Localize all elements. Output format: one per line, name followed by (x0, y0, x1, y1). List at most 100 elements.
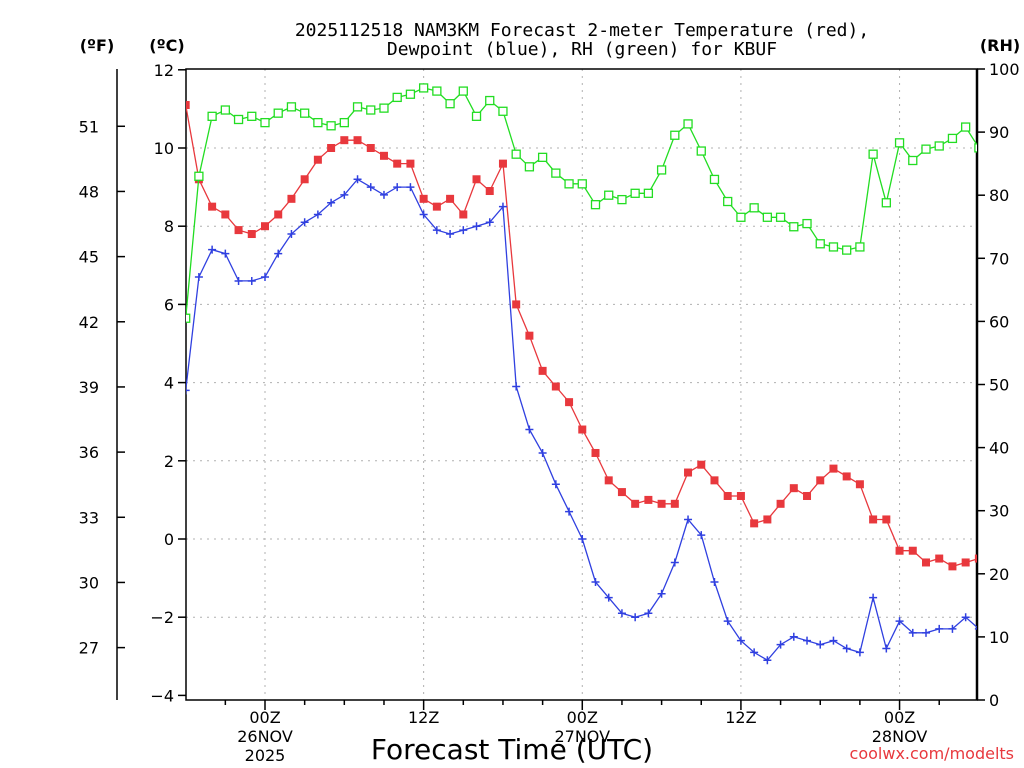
dewpoint-point (803, 636, 812, 645)
dewpoint-point (327, 198, 336, 207)
temperature-point (723, 491, 732, 500)
dewpoint-point (922, 628, 930, 637)
temperature-point (697, 460, 706, 469)
temperature-point (750, 519, 759, 528)
f-tick-label: 33 (79, 508, 99, 527)
grid-layer (186, 69, 977, 700)
temperature-point (432, 202, 441, 211)
c-tick-label: −2 (150, 608, 174, 627)
dewpoint-point (617, 609, 626, 618)
c-tick-label: 6 (164, 295, 174, 314)
dewpoint-point (366, 183, 375, 192)
dewpoint-point (644, 609, 653, 618)
rh-point (590, 200, 601, 210)
dewpoint-point (710, 578, 719, 587)
c-tick-label: 4 (164, 374, 174, 393)
dewpoint-point (432, 226, 441, 235)
rh-point (260, 117, 270, 128)
rh-point (723, 196, 733, 207)
rh-point (630, 188, 640, 198)
rh-point (868, 149, 878, 159)
dewpoint-point (789, 632, 798, 641)
rh-point (379, 103, 389, 113)
temperature-point (247, 230, 256, 239)
temperature-point (234, 226, 243, 235)
dewpoint-point (512, 382, 521, 391)
temperature-point (789, 484, 798, 493)
dewpoint-point (353, 175, 362, 184)
temperature-point (221, 210, 230, 219)
dewpoint-point (631, 613, 640, 622)
rh-point (186, 313, 191, 323)
rh-tick-label: 80 (989, 186, 1009, 205)
rh-point (696, 146, 706, 156)
temperature-point (313, 155, 322, 164)
temperature-point (446, 194, 455, 203)
rh-point (194, 171, 204, 181)
temperature-point (300, 175, 309, 184)
dewpoint-point (379, 190, 388, 199)
celsius-unit-label: (ºC) (149, 36, 184, 55)
temperature-point (935, 554, 944, 563)
dewpoint-point (287, 230, 296, 239)
dewpoint-point (961, 613, 970, 622)
rh-point (247, 111, 257, 121)
temperature-point (578, 425, 587, 434)
dewpoint-point (485, 218, 494, 227)
dewpoint-point (657, 589, 666, 598)
rh-point (300, 108, 310, 118)
rh-point (828, 242, 839, 252)
temperature-point (961, 558, 970, 567)
temperature-point (829, 464, 838, 473)
rh-tick-label: 20 (989, 565, 1009, 584)
dewpoint-point (684, 515, 693, 524)
c-tick-label: 12 (154, 61, 174, 80)
dewpoint-point (935, 624, 944, 633)
dewpoint-point (855, 648, 864, 657)
f-tick-label: 30 (79, 573, 99, 592)
temperature-point (842, 472, 851, 481)
rh-point (908, 155, 918, 166)
temperature-point (895, 546, 904, 555)
dewpoint-point (525, 425, 534, 434)
rh-tick-label: 100 (989, 60, 1020, 79)
series-layer (186, 83, 977, 665)
rh-point (656, 165, 667, 175)
temperature-point (512, 300, 521, 309)
dewpoint-point (697, 531, 706, 540)
dewpoint-point (274, 249, 283, 258)
dewpoint-point (234, 276, 243, 285)
temperature-point (736, 491, 745, 500)
rh-point (511, 149, 521, 159)
dewpoint-point (393, 183, 402, 192)
rh-tick-label: 60 (989, 312, 1009, 331)
rh-point (458, 86, 468, 96)
temperature-point (869, 515, 878, 524)
dewpoint-point (498, 202, 507, 211)
x-tick-label: 27NOV (554, 727, 610, 746)
dewpoint-point (948, 624, 957, 633)
temperature-point (803, 491, 812, 500)
temperature-point (617, 488, 626, 497)
c-tick-label: −4 (150, 686, 174, 705)
temperature-point (186, 100, 190, 109)
rh-tick-label: 30 (989, 502, 1009, 521)
rh-point (485, 95, 495, 106)
rh-point (961, 122, 971, 132)
rh-point (815, 239, 825, 249)
rh-point (551, 168, 561, 178)
dewpoint-point (472, 222, 481, 231)
credit-label: coolwx.com/modelts (850, 744, 1014, 763)
dewpoint-point (221, 249, 230, 258)
dewpoint-point (538, 448, 547, 457)
x-tick-label: 2025 (245, 746, 286, 765)
rh-point (855, 242, 865, 252)
temperature-point (604, 476, 613, 485)
dewpoint-point (446, 230, 455, 239)
temperature-point (908, 546, 917, 555)
x-tick-label: 28NOV (872, 727, 928, 746)
rh-point (326, 121, 336, 131)
temperature-point (353, 136, 362, 145)
dewpoint-point (340, 190, 349, 199)
